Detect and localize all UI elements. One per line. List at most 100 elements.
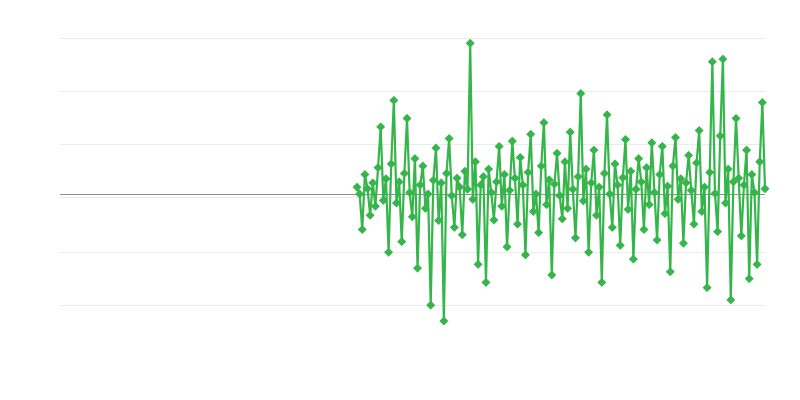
- data-point-marker: [534, 228, 544, 238]
- series-line: [355, 42, 767, 323]
- data-point-marker: [481, 277, 491, 287]
- data-point-marker: [455, 182, 465, 192]
- data-point-marker: [370, 201, 380, 211]
- data-point-marker: [668, 161, 678, 171]
- data-point-marker: [544, 175, 554, 185]
- data-point-marker: [357, 224, 367, 234]
- data-point-marker: [397, 237, 407, 247]
- data-point-marker: [755, 157, 765, 167]
- data-point-marker: [742, 145, 752, 155]
- data-point-marker: [647, 138, 657, 148]
- data-point-marker: [694, 126, 704, 136]
- data-point-marker: [673, 194, 683, 204]
- data-point-marker: [413, 263, 423, 273]
- data-point-marker: [594, 182, 604, 192]
- data-point-marker: [602, 110, 612, 120]
- data-point-marker: [391, 198, 401, 208]
- data-point-marker: [420, 203, 430, 213]
- data-point-marker: [760, 184, 770, 194]
- data-point-marker: [518, 180, 528, 190]
- data-point-marker: [671, 132, 681, 142]
- data-point-marker: [721, 198, 731, 208]
- data-point-marker: [631, 184, 641, 194]
- data-point-marker: [573, 172, 583, 182]
- data-point-marker: [599, 168, 609, 178]
- data-point-marker: [394, 177, 404, 187]
- data-point-marker: [436, 178, 446, 188]
- data-point-marker: [470, 157, 480, 167]
- data-point-marker: [486, 187, 496, 197]
- data-point-marker: [465, 38, 475, 48]
- data-point-marker: [626, 166, 636, 176]
- data-point-marker: [407, 212, 417, 222]
- data-point-marker: [476, 180, 486, 190]
- data-series: [355, 42, 767, 323]
- data-point-marker: [752, 259, 762, 269]
- data-point-marker: [499, 169, 509, 179]
- data-point-marker: [642, 163, 652, 173]
- data-point-marker: [360, 169, 370, 179]
- data-point-marker: [565, 127, 575, 137]
- data-point-marker: [634, 154, 644, 164]
- data-point-marker: [618, 173, 628, 183]
- data-point-marker: [549, 179, 559, 189]
- data-point-marker: [418, 161, 428, 171]
- data-point-marker: [423, 189, 433, 199]
- data-point-marker: [434, 215, 444, 225]
- data-point-marker: [747, 169, 757, 179]
- data-point-marker: [505, 185, 515, 195]
- data-point-marker: [542, 200, 552, 210]
- data-point-marker: [528, 206, 538, 216]
- data-point-marker: [581, 164, 591, 174]
- data-point-marker: [663, 181, 673, 191]
- data-point-marker: [355, 189, 365, 199]
- data-point-marker: [473, 259, 483, 269]
- data-point-marker: [636, 177, 646, 187]
- data-point-marker: [628, 254, 638, 264]
- data-point-marker: [681, 178, 691, 188]
- data-point-marker: [410, 154, 420, 164]
- data-point-marker: [381, 174, 391, 184]
- data-point-marker: [457, 230, 467, 240]
- data-point-marker: [689, 219, 699, 229]
- data-point-marker: [563, 203, 573, 213]
- data-point-marker: [615, 240, 625, 250]
- data-point-marker: [555, 191, 565, 201]
- data-point-marker: [552, 148, 562, 158]
- data-point-marker: [639, 224, 649, 234]
- data-point-marker: [739, 180, 749, 190]
- data-point-marker: [578, 196, 588, 206]
- data-point-marker: [405, 187, 415, 197]
- data-point-marker: [484, 164, 494, 174]
- data-point-marker: [686, 185, 696, 195]
- data-point-marker: [489, 215, 499, 225]
- data-point-marker: [665, 267, 675, 277]
- data-point-marker: [463, 184, 473, 194]
- data-point-marker: [652, 235, 662, 245]
- data-point-marker: [468, 194, 478, 204]
- data-point-marker: [605, 189, 615, 199]
- data-point-marker: [655, 169, 665, 179]
- data-point-marker: [713, 227, 723, 237]
- data-point-marker: [613, 180, 623, 190]
- data-point-marker: [568, 184, 578, 194]
- data-point-marker: [426, 300, 436, 310]
- data-point-marker: [584, 247, 594, 257]
- data-point-marker: [415, 180, 425, 190]
- data-point-marker: [731, 113, 741, 123]
- data-point-marker: [531, 189, 541, 199]
- data-point-marker: [744, 274, 754, 284]
- data-point-marker: [510, 173, 520, 183]
- data-point-marker: [376, 122, 386, 132]
- data-point-marker: [726, 295, 736, 305]
- data-point-marker: [539, 118, 549, 128]
- data-point-marker: [644, 200, 654, 210]
- data-point-marker: [560, 157, 570, 167]
- data-point-marker: [444, 133, 454, 143]
- data-point-marker: [449, 222, 459, 232]
- data-point-marker: [431, 143, 441, 153]
- data-point-marker: [699, 182, 709, 192]
- data-point-marker: [705, 167, 715, 177]
- data-point-marker: [657, 141, 667, 151]
